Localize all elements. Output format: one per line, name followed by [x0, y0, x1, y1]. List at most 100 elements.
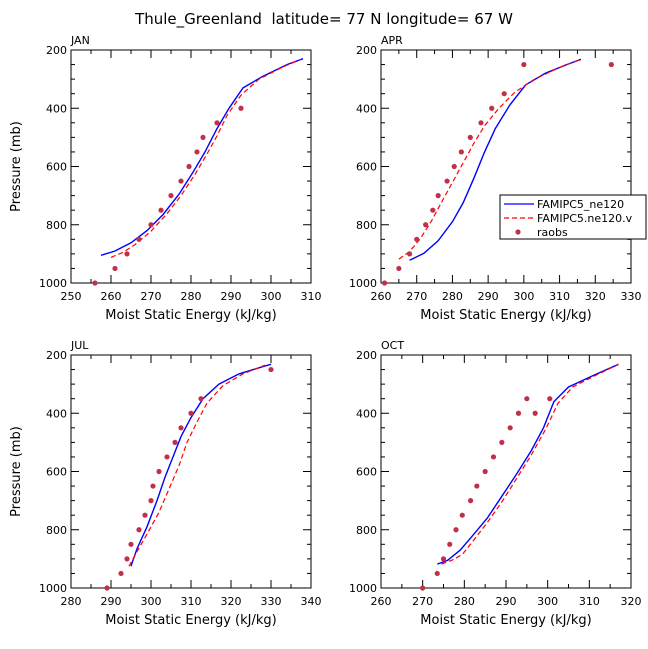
raobs-point — [178, 425, 184, 431]
legend-label: FAMIPC5.ne120.v — [537, 212, 633, 225]
raobs-point — [532, 410, 538, 416]
plot-frame — [70, 354, 312, 589]
x-tick-label: 290 — [221, 290, 242, 303]
raobs-point — [478, 120, 484, 126]
raobs-point — [178, 178, 184, 184]
raobs-point — [124, 251, 130, 257]
x-tick-label: 300 — [537, 595, 558, 608]
raobs-point — [168, 193, 174, 199]
raobs-point — [158, 207, 164, 213]
raobs-point — [214, 120, 220, 126]
x-tick-label: 260 — [101, 290, 122, 303]
raobs-point — [136, 527, 142, 533]
plot-frame — [380, 49, 632, 284]
x-tick-label: 270 — [406, 290, 427, 303]
x-tick-label: 340 — [301, 595, 322, 608]
legend-marker — [515, 229, 521, 235]
y-tick-label: 600 — [46, 161, 67, 174]
raobs-point — [458, 149, 464, 155]
x-tick-label: 300 — [261, 290, 282, 303]
series-line-famipc5-ne120-v — [398, 58, 582, 260]
panel-jul: JUL 280 290 300 310 320 330 340 200 400 600 800 1000… — [9, 339, 322, 628]
raobs-point — [521, 61, 527, 68]
y-tick-label: 400 — [46, 102, 67, 115]
panel-label: JAN — [70, 34, 90, 47]
raobs-point — [507, 425, 513, 431]
x-tick-label: 290 — [496, 595, 517, 608]
raobs-point — [467, 498, 474, 504]
raobs-point — [515, 410, 522, 416]
series-line-famipc5-ne120 — [100, 58, 304, 256]
series-line-famipc5-ne120 — [409, 58, 582, 261]
x-tick-label: 320 — [585, 290, 606, 303]
x-axis-title: Moist Static Energy (kJ/kg) — [105, 613, 276, 628]
raobs-point — [423, 222, 429, 228]
raobs-point — [172, 439, 178, 445]
x-tick-label: 290 — [478, 290, 499, 303]
series-line-famipc5-ne120-v — [128, 364, 266, 567]
raobs-point — [434, 570, 440, 577]
x-tick-label: 330 — [621, 290, 642, 303]
raobs-point — [444, 178, 450, 184]
y-tick-label: 1000 — [349, 582, 377, 595]
y-axis-title: Pressure (mb) — [9, 426, 24, 517]
raobs-point — [474, 483, 480, 489]
x-tick-label: 330 — [261, 595, 282, 608]
panel-label: APR — [381, 34, 403, 47]
series-line-famipc5-ne120 — [130, 363, 272, 567]
raobs-point — [435, 193, 441, 199]
raobs-point — [156, 468, 162, 475]
raobs-point — [489, 105, 495, 111]
panel-jan: JAN 250 260 270 280 290 300 310 200 400 600 800 1000… — [9, 34, 322, 323]
raobs-point — [547, 396, 553, 402]
x-tick-label: 290 — [101, 595, 122, 608]
x-tick-label: 310 — [579, 595, 600, 608]
x-tick-label: 280 — [442, 290, 463, 303]
raobs-point — [148, 222, 154, 228]
panel-oct: OCT 260 270 280 290 300 310 320 200 400 600 800 1000… — [349, 339, 642, 628]
series-line-famipc5-ne120 — [437, 363, 619, 565]
y-tick-label: 200 — [356, 44, 377, 57]
raobs-point — [188, 410, 194, 416]
raobs-point — [92, 280, 98, 286]
raobs-point — [112, 265, 118, 272]
x-tick-label: 260 — [371, 290, 392, 303]
raobs-point — [238, 105, 244, 111]
raobs-point — [268, 366, 274, 373]
y-axis-title: Pressure (mb) — [9, 121, 24, 212]
series-line-famipc5-ne120-v — [110, 58, 302, 258]
raobs-point — [499, 439, 505, 445]
y-tick-label: 200 — [46, 44, 67, 57]
y-tick-label: 800 — [46, 219, 67, 232]
y-tick-label: 1000 — [39, 277, 67, 290]
x-tick-label: 270 — [412, 595, 433, 608]
raobs-point — [447, 541, 453, 547]
raobs-point — [396, 265, 402, 272]
x-tick-label: 310 — [301, 290, 322, 303]
y-tick-label: 800 — [356, 524, 377, 537]
raobs-point — [200, 134, 206, 140]
y-tick-label: 400 — [46, 407, 67, 420]
plot-frame — [380, 354, 632, 589]
x-axis-title: Moist Static Energy (kJ/kg) — [105, 308, 276, 323]
y-tick-label: 200 — [356, 349, 377, 362]
y-tick-label: 1000 — [349, 277, 377, 290]
x-tick-label: 320 — [621, 595, 642, 608]
raobs-point — [420, 585, 426, 591]
raobs-point — [142, 512, 148, 518]
raobs-point — [406, 251, 413, 257]
raobs-point — [381, 280, 388, 286]
y-tick-label: 600 — [356, 161, 377, 174]
x-tick-label: 320 — [221, 595, 242, 608]
legend-box — [499, 194, 647, 240]
raobs-point — [136, 236, 142, 242]
raobs-point — [482, 468, 488, 475]
x-tick-label: 280 — [61, 595, 82, 608]
x-tick-label: 310 — [181, 595, 202, 608]
x-axis-title: Moist Static Energy (kJ/kg) — [420, 613, 591, 628]
raobs-point — [118, 570, 124, 577]
raobs-point — [440, 556, 447, 562]
x-tick-label: 270 — [141, 290, 162, 303]
